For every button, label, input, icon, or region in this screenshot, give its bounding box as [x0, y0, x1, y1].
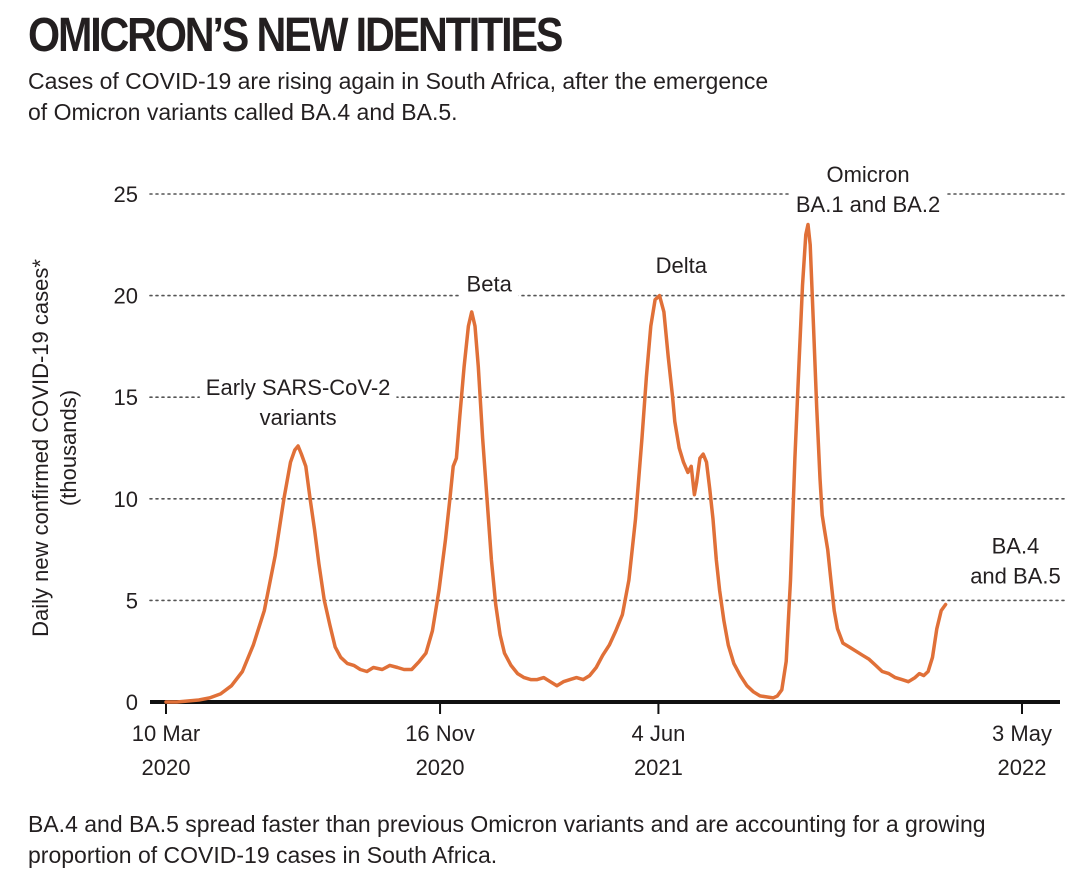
x-tick-label-2-1: 2021	[634, 755, 683, 780]
annotation-2-background	[649, 251, 714, 281]
y-tick-label-0: 0	[126, 690, 138, 715]
annotation-4-line-1: and BA.5	[970, 564, 1061, 589]
chart-title: OMICRON’S NEW IDENTITIES	[28, 9, 563, 62]
annotation-3-background	[789, 159, 947, 219]
y-axis-label-line-1: (thousands)	[56, 390, 81, 506]
line-chart: 0 5 10 15 20 25 10 Mar 2020 16 Nov 2020 4 Jun 2021 3…	[28, 159, 1067, 780]
series-line-0	[164, 222, 948, 704]
y-tick-label-25: 25	[114, 182, 138, 207]
annotation-1-line-0: Beta	[467, 272, 513, 297]
labels: Early SARS-CoV-2 variants Beta Delta Omicron…	[199, 159, 1067, 591]
annotation-2: Delta	[649, 251, 714, 281]
annotation-1-background	[460, 269, 519, 299]
annotation-4-line-0: BA.4	[992, 534, 1040, 559]
axes: 0 5 10 15 20 25 10 Mar 2020 16 Nov 2020 4 Jun 2021 3…	[28, 182, 1060, 780]
annotation-2-line-0: Delta	[656, 253, 708, 278]
annotation-3-line-0: Omicron	[826, 162, 909, 187]
x-tick-label-2-0: 4 Jun	[632, 721, 686, 746]
y-tick-label-15: 15	[114, 385, 138, 410]
annotation-0: Early SARS-CoV-2 variants	[199, 373, 397, 433]
y-axis-label-line-0: Daily new confirmed COVID-19 cases*	[28, 259, 53, 637]
chart-footnote: BA.4 and BA.5 spread faster than previou…	[28, 811, 986, 868]
y-tick-label-5: 5	[126, 588, 138, 613]
annotation-0-line-0: Early SARS-CoV-2	[206, 375, 391, 400]
series	[164, 222, 948, 704]
annotation-4: BA.4 and BA.5	[964, 531, 1067, 591]
annotation-1: Beta	[460, 269, 519, 299]
x-tick-label-3-0: 3 May	[992, 721, 1052, 746]
y-tick-label-20: 20	[114, 284, 138, 309]
chart-subtitle: Cases of COVID-19 are rising again in So…	[28, 68, 769, 125]
annotation-0-background	[199, 373, 397, 433]
x-tick-label-0-0: 10 Mar	[132, 721, 200, 746]
x-tick-label-0-1: 2020	[142, 755, 191, 780]
x-tick-label-1-1: 2020	[416, 755, 465, 780]
annotation-4-background	[964, 531, 1067, 591]
annotation-0-line-1: variants	[260, 405, 337, 430]
annotation-3-line-1: BA.1 and BA.2	[796, 192, 940, 217]
x-tick-label-3-1: 2022	[998, 755, 1047, 780]
annotation-3: Omicron BA.1 and BA.2	[789, 159, 947, 219]
x-tick-label-1-0: 16 Nov	[405, 721, 475, 746]
y-tick-label-10: 10	[114, 487, 138, 512]
